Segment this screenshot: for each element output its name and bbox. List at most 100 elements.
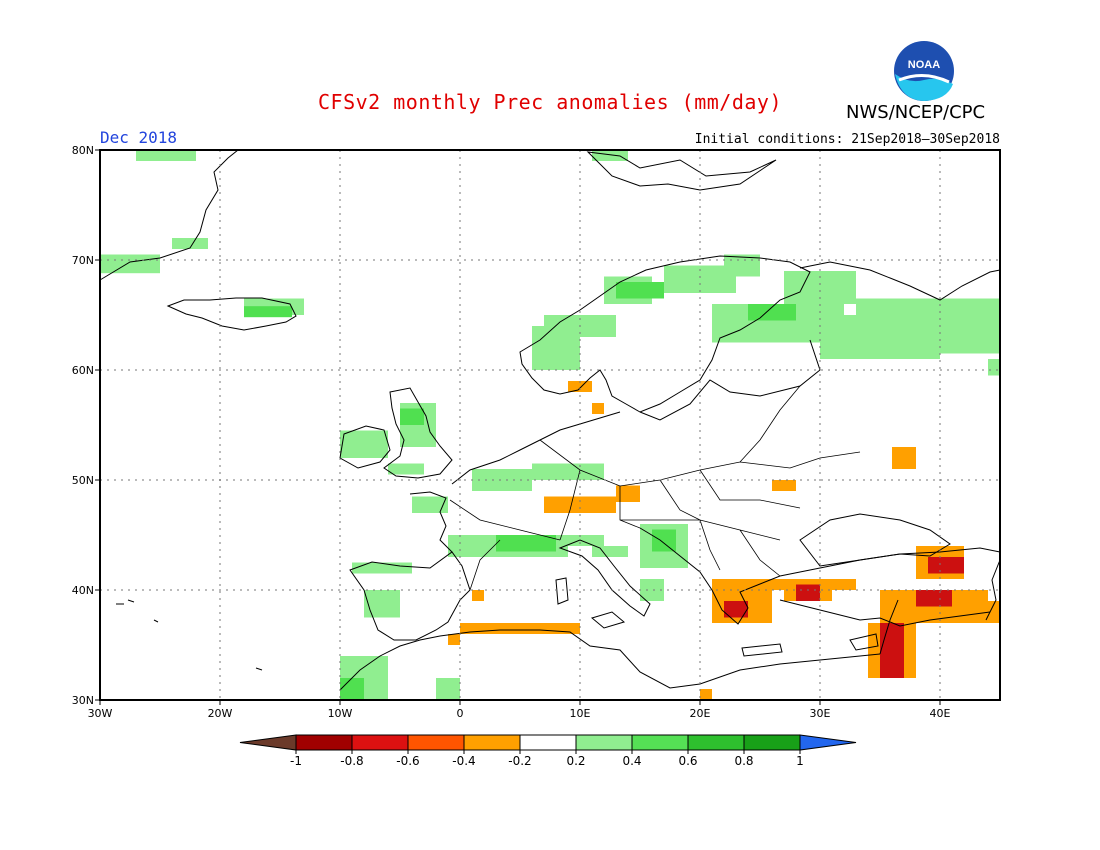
coast-turkey-south — [779, 599, 991, 627]
anomaly-cell-red — [724, 601, 748, 618]
colorbar-segment — [687, 734, 745, 751]
anomaly-cell-green-light — [364, 590, 400, 618]
coast-sardinia — [555, 577, 569, 605]
anomaly-cell-green-light — [100, 254, 160, 274]
colorbar-segment — [351, 734, 409, 751]
anomaly-cell-orange — [700, 689, 712, 700]
lon-tick-label: 40E — [930, 707, 951, 720]
axis-tick-labels: 30W 20W 10W 0 10E 20E 30E 40E 30N 40N 50N 60N 70N 80N — [72, 144, 951, 720]
lat-tick-label: 40N — [72, 584, 94, 597]
coast-baltic — [639, 339, 821, 421]
anomaly-cell-orange — [832, 579, 856, 590]
colorbar-segment — [519, 734, 577, 751]
lon-tick-label: 10W — [328, 707, 353, 720]
country-borders — [449, 385, 861, 591]
org-label: NWS/NCEP/CPC — [846, 102, 986, 123]
coast-caspian — [985, 559, 1001, 621]
coast-balkans — [639, 527, 781, 625]
lat-tick-label: 80N — [72, 144, 94, 157]
anomaly-cell-orange — [544, 496, 616, 513]
map-gridlines — [100, 150, 1000, 700]
anomaly-cell-orange — [616, 485, 640, 502]
coast-levant — [879, 599, 899, 655]
lon-tick-label: 0 — [457, 707, 464, 720]
colorbar-segment — [743, 734, 801, 751]
anomaly-cell-green-mid — [340, 678, 364, 700]
noaa-logo-icon: NOAA — [894, 41, 954, 101]
colorbar-arrow-high — [799, 734, 857, 751]
anomaly-cell-orange — [772, 579, 784, 590]
lat-tick-label: 50N — [72, 474, 94, 487]
coast-italy — [558, 539, 651, 617]
anomaly-cell-green-light — [472, 469, 532, 491]
lon-tick-label: 30E — [810, 707, 831, 720]
anomaly-cell-orange — [892, 447, 916, 469]
colorbar-segment — [631, 734, 689, 751]
coast-sicily — [590, 611, 626, 629]
lon-tick-label: 10E — [570, 707, 591, 720]
anomaly-cell-green-light — [568, 535, 604, 546]
anomaly-cell-orange — [472, 590, 484, 601]
anomaly-cell-green-light — [592, 150, 628, 161]
coast-cyprus — [849, 633, 879, 651]
colorbar-label: -0.8 — [340, 754, 363, 768]
colorbar-label: 0.4 — [622, 754, 641, 768]
colorbar-arrow-low — [239, 734, 297, 751]
colorbar-label: -1 — [290, 754, 302, 768]
coast-north-africa — [339, 629, 881, 691]
colorbar-label: -0.4 — [452, 754, 475, 768]
anomaly-cell-green-light — [136, 150, 196, 161]
map-frame — [99, 149, 1001, 701]
anomaly-cell-orange — [772, 480, 796, 491]
anomaly-cell-green-mid — [748, 304, 796, 321]
anomaly-cell-green-light — [436, 678, 460, 700]
anomaly-cell-orange — [460, 623, 580, 634]
anomaly-layer — [100, 150, 1000, 700]
anomaly-cell-green-mid — [244, 306, 292, 318]
anomaly-cell-orange — [448, 634, 460, 645]
lat-tick-label: 70N — [72, 254, 94, 267]
colorbar-label: 1 — [796, 754, 804, 768]
anomaly-cell-green-light — [988, 359, 1000, 376]
anomaly-cell-red — [880, 623, 904, 678]
lat-tick-label: 60N — [72, 364, 94, 377]
coast-france — [409, 491, 453, 553]
logo-text: NOAA — [908, 59, 940, 71]
coast-azores — [116, 599, 159, 623]
colorbar-label: -0.2 — [508, 754, 531, 768]
anomaly-cell-green-mid — [496, 535, 556, 552]
anomaly-cell-green-light — [592, 546, 628, 557]
colorbar-segment — [407, 734, 465, 751]
anomaly-cell-red — [796, 584, 820, 601]
anomaly-cell-red — [916, 590, 952, 607]
colorbar-label: 0.6 — [678, 754, 697, 768]
month-label: Dec 2018 — [100, 128, 178, 147]
anomaly-cell-orange — [592, 403, 604, 414]
anomaly-cell-green-light — [388, 463, 424, 475]
colorbar: -1 -0.8 -0.6 -0.4 -0.2 0.2 0.4 0.6 0.8 1 — [239, 734, 857, 768]
lat-tick-label: 30N — [72, 694, 94, 707]
coast-ireland — [339, 425, 391, 469]
anomaly-cell-green-light — [940, 326, 1000, 354]
anomaly-cell-green-light — [352, 562, 412, 574]
colorbar-label: 0.2 — [566, 754, 585, 768]
anomaly-cell-green-mid — [652, 529, 676, 552]
colorbar-segment — [575, 734, 633, 751]
anomaly-cell-green-light — [640, 579, 664, 601]
coast-iceland — [166, 297, 297, 331]
coast-svalbard — [586, 151, 777, 191]
coast-kola — [799, 261, 1001, 301]
colorbar-label: 0.8 — [734, 754, 753, 768]
coast-crete — [741, 643, 783, 657]
coast-turkey — [779, 547, 1001, 577]
anomaly-cell-green-mid — [616, 282, 664, 299]
coast-britain — [383, 387, 453, 479]
anomaly-cell-green-light — [412, 496, 448, 513]
coast-scandinavia — [519, 255, 811, 413]
colorbar-label: -0.6 — [396, 754, 419, 768]
anomaly-cell-green-light — [172, 238, 208, 249]
anomaly-cell-orange — [568, 381, 592, 392]
lon-tick-label: 20W — [208, 707, 233, 720]
coast-greenland — [99, 149, 239, 281]
colorbar-segment — [463, 734, 521, 751]
